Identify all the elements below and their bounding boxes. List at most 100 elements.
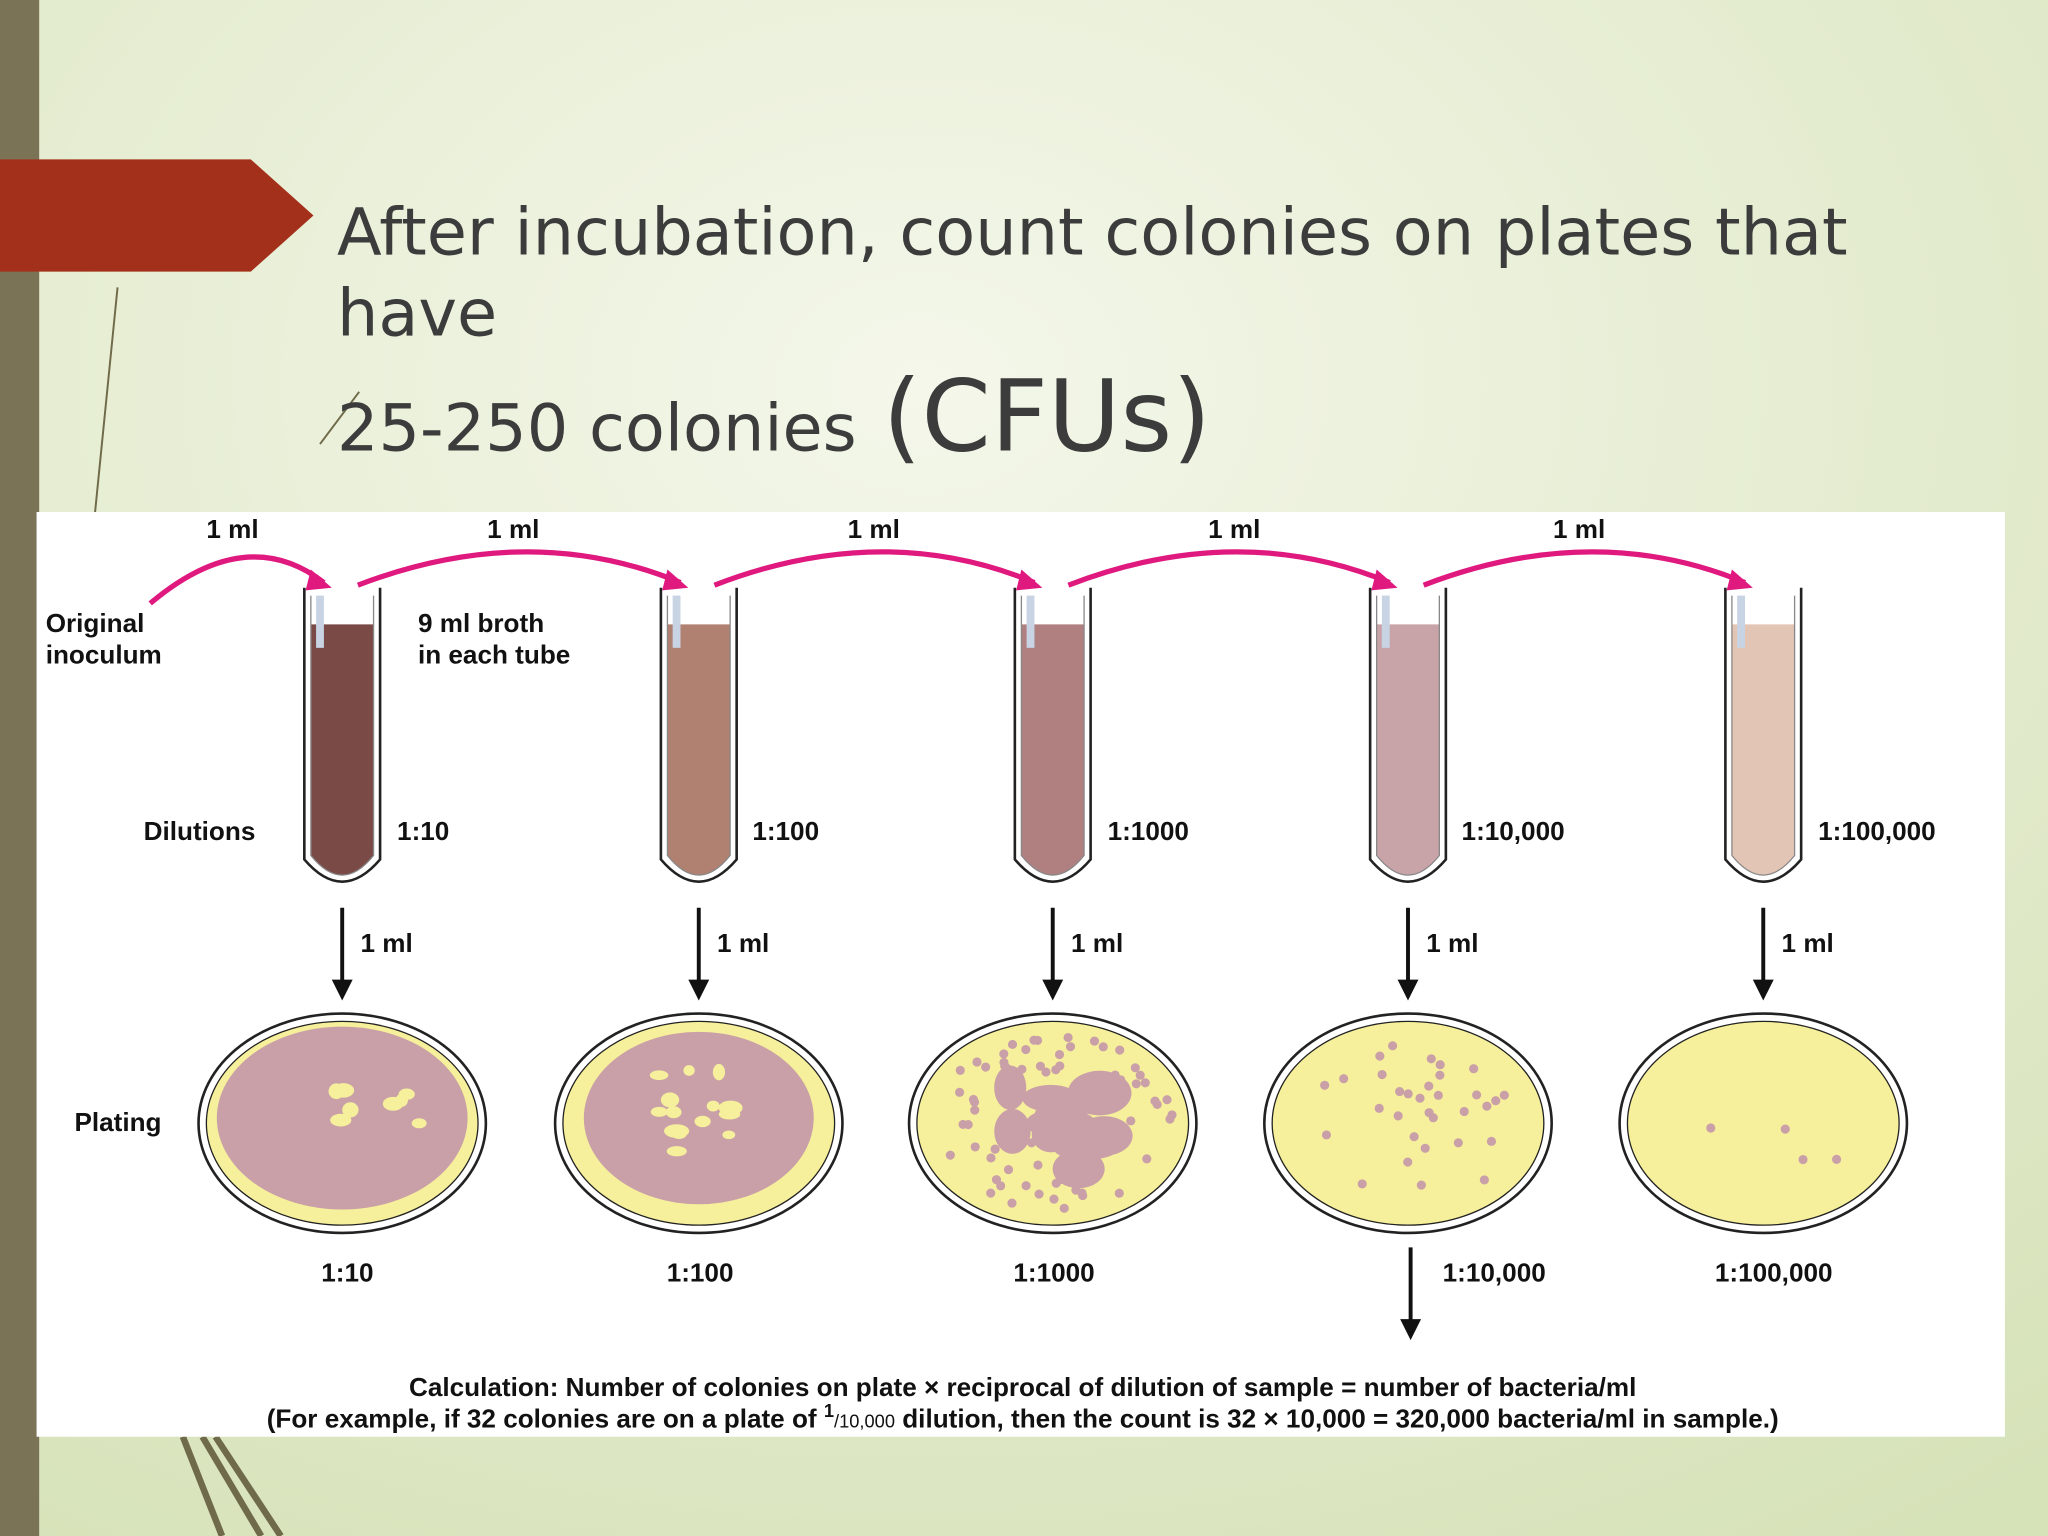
colony [1003,1165,1014,1175]
title-text: 25-250 colonies [337,391,857,467]
colony [1064,1140,1074,1150]
colony [990,1144,1000,1154]
colony [1499,1090,1509,1100]
agar-gap [650,1106,668,1117]
colony [999,1096,1009,1106]
agar-gap [665,1106,682,1119]
colony [1409,1132,1419,1142]
tube-liquid [310,624,374,876]
colony [963,1119,973,1130]
plating-transfer-label: 1 ml [360,928,412,958]
colony [1428,1113,1438,1123]
colony [1034,1126,1044,1136]
colony [999,1057,1009,1068]
example-text: (For example, if 32 colonies are on a pl… [267,1404,824,1434]
colony [1420,1143,1430,1153]
transfer-arrow [1067,549,1391,588]
broth-note: in each tube [418,640,570,670]
tube-inner [1731,595,1796,876]
colony [1021,1044,1031,1055]
colony [1115,1045,1125,1055]
colony [1054,1049,1065,1060]
colony [1021,1181,1031,1191]
colony [1150,1096,1160,1106]
colony [1034,1189,1044,1199]
colony [1033,1160,1043,1170]
colony [1135,1070,1145,1080]
title-line: have [337,276,497,352]
plate-dilution: 1:1000 [1013,1257,1094,1287]
transfer-arrow-head [1726,569,1753,591]
colony [1007,1142,1017,1152]
colony [1426,1054,1436,1064]
colony [1066,1115,1076,1125]
agar-gap [398,1088,415,1100]
colony [986,1153,996,1163]
colony [1114,1188,1124,1198]
tube-liquid [1021,624,1085,876]
colony [969,1097,980,1107]
agar-gap [712,1063,726,1081]
tube-inner [310,595,375,876]
transfer-arrow-head [1371,569,1398,591]
title-line: After incubation, count colonies on plat… [337,195,1848,271]
agar-gap [718,1109,741,1120]
colony [1433,1090,1443,1100]
colony [1798,1154,1808,1165]
colony [1073,1154,1084,1165]
plating-transfer-label: 1 ml [1782,928,1834,958]
colony [1035,1061,1046,1071]
plating-arrow-head [688,979,710,1001]
agar-gap [330,1113,352,1127]
example-denominator: /10,000 [834,1411,895,1432]
agar-gap [342,1102,359,1118]
colony [1403,1089,1413,1099]
colony [955,1087,965,1097]
colony [1167,1110,1177,1120]
colony [1395,1086,1405,1097]
agar-gap [671,1126,688,1140]
colony [1374,1103,1384,1113]
decor-line [179,1434,284,1536]
plating-arrow-head [1397,979,1419,1001]
tube [303,587,382,883]
tube-inner [1376,595,1440,876]
colony [1377,1069,1387,1080]
colony [1006,1117,1016,1127]
colony [1049,1194,1059,1204]
agar-gap [683,1065,695,1076]
agar-gap [706,1100,720,1112]
colony [1130,1063,1140,1073]
plate-dilution: 1:100 [667,1257,734,1287]
transfer-label: 1 ml [1208,514,1260,544]
title-line: 25-250 colonies (CFUs) [337,360,1211,475]
transfer-label: 1 ml [1553,514,1605,544]
colony [1339,1074,1349,1084]
colony [1089,1036,1100,1046]
agar [1271,1020,1545,1226]
diagram: Original inoculum 9 ml broth in each tub… [46,514,1936,1433]
plating-arrow-head [1042,979,1064,1001]
dilutions-label: Dilutions [144,816,256,846]
colony [1017,1064,1027,1074]
agar-gap [694,1115,711,1128]
colony [1453,1138,1463,1148]
colony [1048,1104,1058,1114]
plating-arrow-head [331,979,353,1001]
colony [1780,1124,1790,1134]
colony [1063,1149,1073,1159]
transfer-label: 1 ml [487,514,539,544]
colony [1486,1136,1497,1146]
arrow-head [1400,1319,1422,1341]
example: (For example, if 32 colonies are on a pl… [267,1400,1779,1433]
transfer-arrow [1422,549,1746,588]
colony [1027,1138,1037,1148]
pipette-mark [1026,595,1035,648]
pipette-mark [1737,595,1745,648]
tube-inner [666,595,731,876]
agar-gap [649,1070,669,1080]
colony [955,1065,965,1075]
transfer-label: 1 ml [848,514,900,544]
